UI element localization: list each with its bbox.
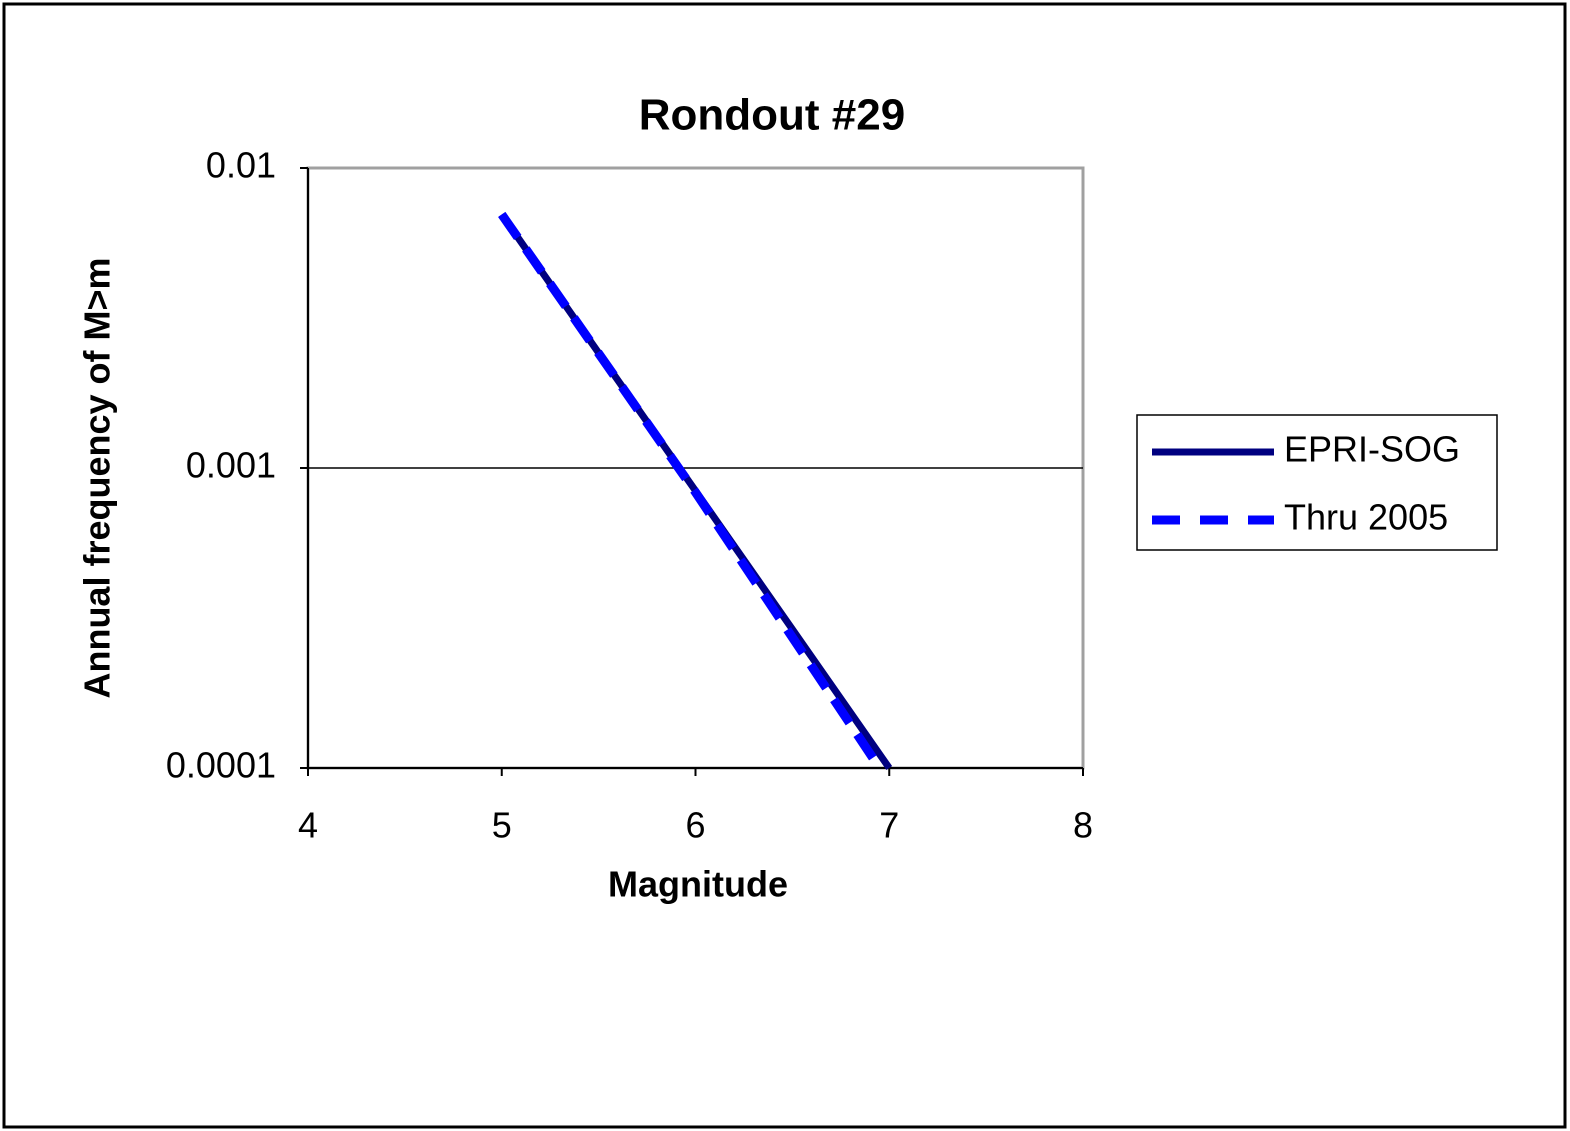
x-tick-label: 5 xyxy=(492,805,512,846)
legend-label: EPRI-SOG xyxy=(1284,429,1460,470)
y-tick-label: 0.0001 xyxy=(166,745,276,786)
series-line xyxy=(498,211,884,771)
x-tick-label: 4 xyxy=(298,805,318,846)
x-axis-label: Magnitude xyxy=(608,864,788,905)
chart-title: Rondout #29 xyxy=(639,91,905,140)
x-tick-label: 8 xyxy=(1073,805,1093,846)
x-tick-label: 7 xyxy=(879,805,899,846)
x-tick-label: 6 xyxy=(685,805,705,846)
y-tick-label: 0.001 xyxy=(186,445,276,486)
y-tick-label: 0.01 xyxy=(206,145,276,186)
legend-box xyxy=(1136,414,1498,551)
legend-label: Thru 2005 xyxy=(1284,497,1448,538)
y-axis-label: Annual frequency of M>m xyxy=(77,257,118,698)
